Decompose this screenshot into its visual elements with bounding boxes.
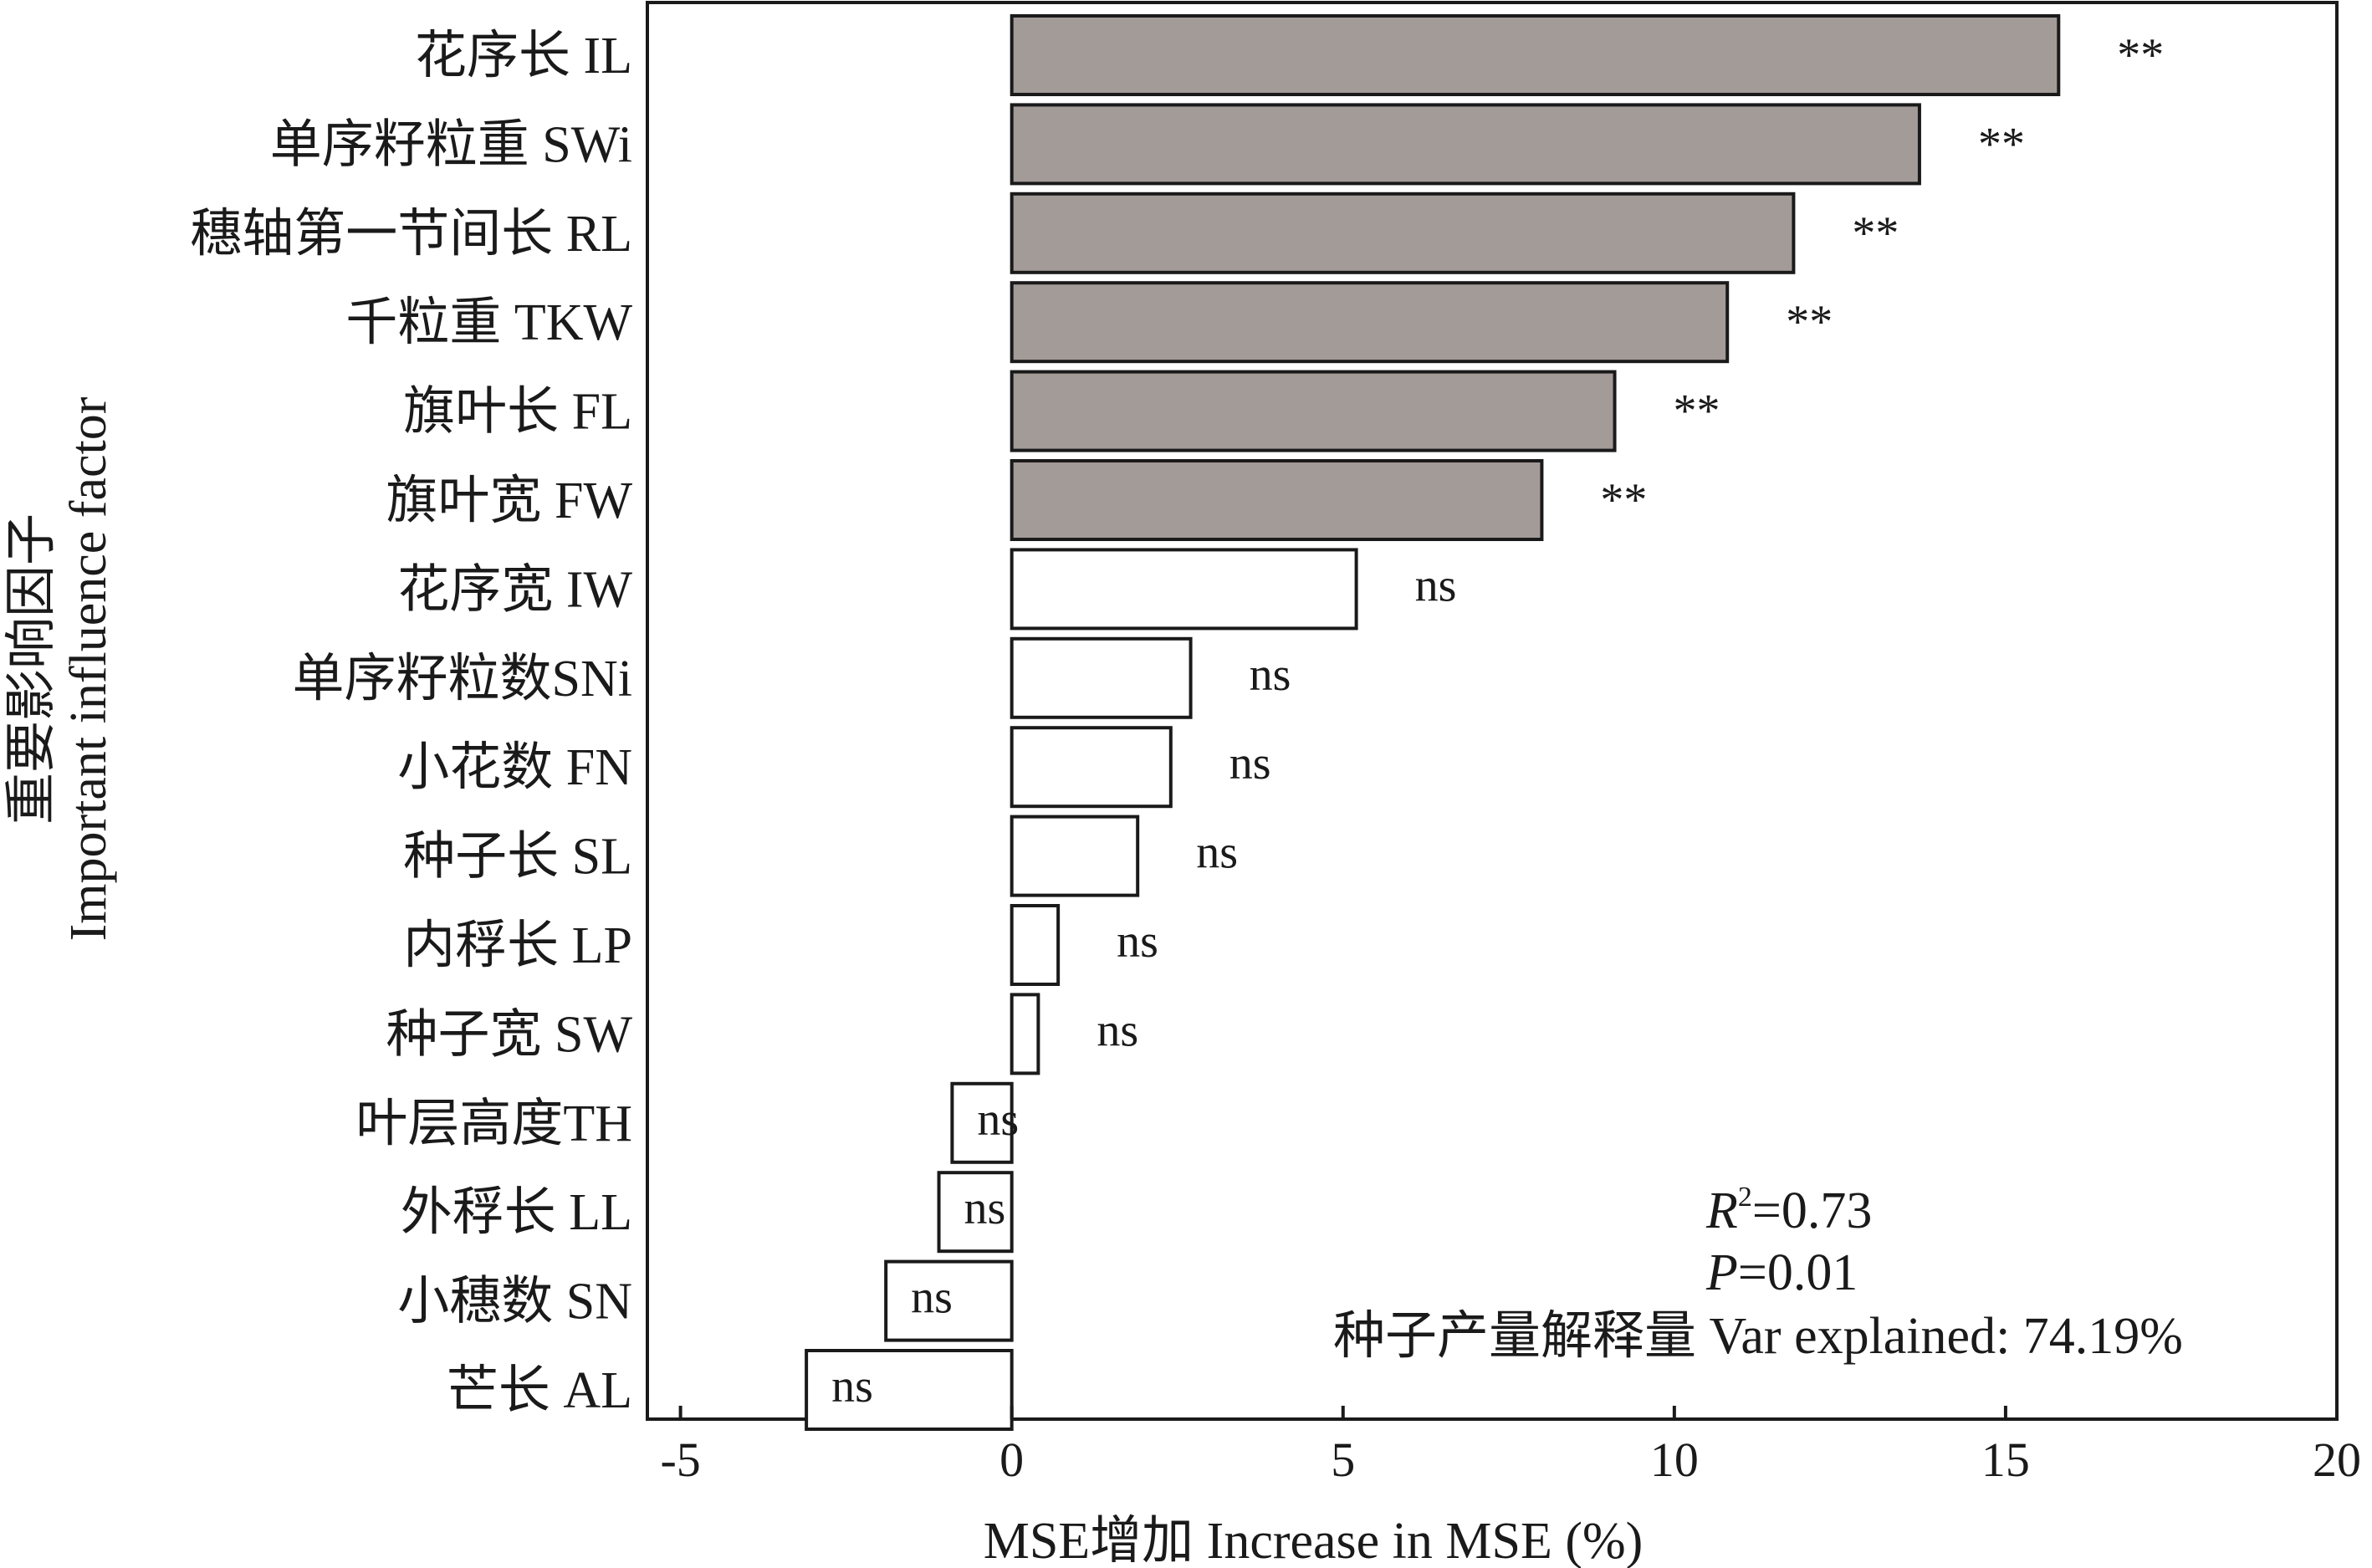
category-label: 千粒重 TKW [345, 294, 632, 351]
x-axis-ticks: -5 0 5 10 15 20 [660, 1406, 2361, 1487]
significance-label: ** [1674, 386, 1720, 437]
y-axis-title-line1: 重要影响因子 [3, 513, 60, 825]
bar [1010, 14, 2061, 96]
category-label: 种子宽 SW [386, 1006, 632, 1063]
bar [1010, 636, 1193, 719]
category-label: 种子长 SL [403, 829, 632, 886]
y-axis-title: 重要影响因子 Important influence factor [3, 396, 117, 941]
bar [1010, 904, 1061, 986]
significance-label: ** [1600, 474, 1647, 526]
r-squared-text: R2=0.73 [1705, 1182, 1872, 1239]
x-tick-label: 10 [1650, 1433, 1699, 1487]
significance-label: ns [964, 1182, 1006, 1234]
bar [1010, 192, 1796, 274]
category-label: 外稃长 LL [401, 1184, 632, 1241]
category-label: 穗轴第一节间长 RL [190, 206, 632, 263]
category-label: 旗叶长 FL [403, 384, 632, 441]
significance-label: ** [2117, 29, 2164, 81]
bar [1010, 815, 1140, 897]
p-value-text: P=0.01 [1705, 1244, 1858, 1301]
x-tick-label: 0 [999, 1433, 1024, 1487]
category-label: 花序宽 IW [397, 561, 632, 618]
x-tick-label: 15 [1981, 1433, 2030, 1487]
category-labels: 花序长 IL 单序籽粒重 SWi 穗轴第一节间长 RL 千粒重 TKW 旗叶长 FL 旗叶… [190, 28, 632, 1419]
significance-label: ** [1978, 118, 2025, 170]
significance-label: ns [1117, 916, 1158, 968]
category-label: 内稃长 LP [403, 917, 632, 974]
var-explained-text: 种子产量解释量 Var explained: 74.19% [1333, 1308, 2183, 1365]
category-label: 单序籽粒重 SWi [270, 116, 632, 173]
x-axis-title: MSE增加 Increase in MSE (%) [984, 1513, 1644, 1568]
bar [1010, 726, 1173, 809]
bar [950, 1081, 1014, 1164]
significance-label: ** [1786, 296, 1833, 348]
bar [1010, 459, 1544, 541]
plot-frame [646, 1, 2339, 1421]
significance-label: ns [1250, 649, 1291, 701]
significance-label: ns [977, 1094, 1019, 1146]
bar [884, 1259, 1014, 1342]
bar [1010, 281, 1730, 364]
category-label: 叶层高度TH [355, 1096, 632, 1152]
category-label: 花序长 IL [415, 28, 632, 84]
x-tick-label: 20 [2313, 1433, 2361, 1487]
significance-label: ns [1229, 738, 1271, 789]
y-axis-title-line2: Important influence factor [60, 396, 117, 941]
category-label: 芒长 AL [447, 1362, 632, 1419]
significance-label: ns [831, 1361, 873, 1412]
bars-layer [805, 14, 2061, 1431]
category-label: 旗叶宽 FW [386, 472, 632, 529]
bar [937, 1171, 1014, 1254]
bar [1010, 993, 1040, 1075]
significance-label: ** [1852, 207, 1899, 259]
x-tick-label: -5 [660, 1433, 700, 1487]
significance-label: ns [1097, 1004, 1138, 1056]
category-label: 单序籽粒数SNi [293, 651, 632, 707]
x-tick-label: 5 [1331, 1433, 1355, 1487]
significance-label: ns [911, 1272, 953, 1324]
bar [805, 1349, 1014, 1431]
bar [1010, 548, 1358, 631]
category-label: 小穗数 SN [397, 1274, 632, 1331]
stats-annotation: R2=0.73 P=0.01 种子产量解释量 Var explained: 74… [1333, 1182, 2183, 1365]
significance-label: ns [1196, 827, 1238, 879]
bar [1010, 103, 1921, 186]
significance-label: ns [1415, 559, 1457, 611]
bar [1010, 370, 1617, 452]
category-label: 小花数 FN [397, 739, 632, 796]
